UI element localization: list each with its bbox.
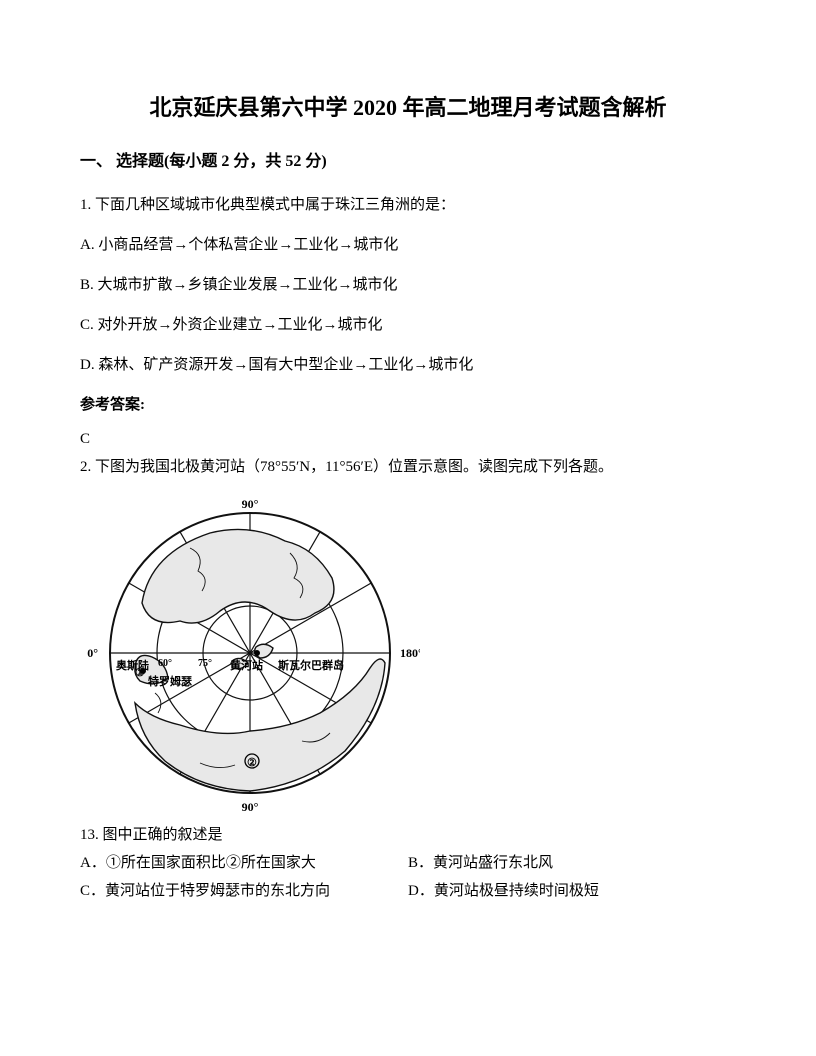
q13-stem: 13. 图中正确的叙述是 [80,823,736,847]
map-label-top: 90° [242,497,259,511]
map-label-huanghe: 黄河站 [230,658,263,672]
map-label-left: 0° [87,646,98,660]
q13-option-b: B．黄河站盛行东北风 [408,851,736,875]
section-header: 一、 选择题(每小题 2 分，共 52 分) [80,149,736,175]
q13-options-row1: A．①所在国家面积比②所在国家大 B．黄河站盛行东北风 [80,851,736,875]
map-label-tromso: 特罗姆瑟 [148,674,192,688]
map-label-60: 60° [158,658,172,669]
map-label-bottom: 90° [242,800,259,813]
page-title: 北京延庆县第六中学 2020 年高二地理月考试题含解析 [80,90,736,125]
map-marker-1: ① [135,667,145,679]
q1-option-d: D. 森林、矿产资源开发→国有大中型企业→工业化→城市化 [80,353,736,377]
q1-option-b: B. 大城市扩散→乡镇企业发展→工业化→城市化 [80,273,736,297]
q13-option-a: A．①所在国家面积比②所在国家大 [80,851,408,875]
map-marker-2: ② [247,757,257,769]
q13-option-c: C．黄河站位于特罗姆瑟市的东北方向 [80,879,408,903]
answer-value: C [80,427,736,451]
q1-option-c: C. 对外开放→外资企业建立→工业化→城市化 [80,313,736,337]
q2-stem: 2. 下图为我国北极黄河站（78°55′N，11°56′E）位置示意图。读图完成… [80,455,736,479]
map-label-right: 180° [400,646,420,660]
polar-map: 90° 180° 90° 0° 60° 75° 黄河站 斯瓦尔巴群岛 奥斯陆 特… [80,493,736,813]
q13-option-d: D．黄河站极昼持续时间极短 [408,879,736,903]
q1-option-a: A. 小商品经营→个体私营企业→工业化→城市化 [80,233,736,257]
q1-stem: 1. 下面几种区域城市化典型模式中属于珠江三角洲的是： [80,193,736,217]
answer-label: 参考答案: [80,393,736,417]
map-label-75: 75° [198,658,212,669]
q13-options-row2: C．黄河站位于特罗姆瑟市的东北方向 D．黄河站极昼持续时间极短 [80,879,736,903]
map-label-svalbard: 斯瓦尔巴群岛 [278,658,344,672]
